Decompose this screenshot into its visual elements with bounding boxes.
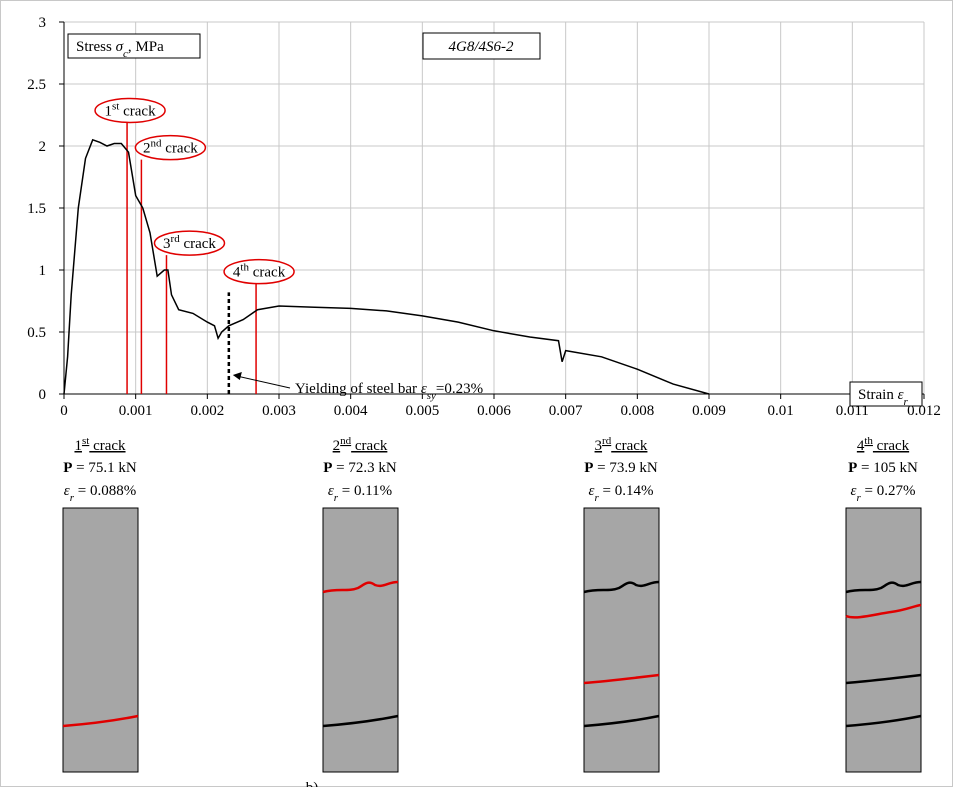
text-part: Strain bbox=[858, 387, 898, 403]
text-part: 3 bbox=[163, 236, 171, 252]
text-part: =0.23% bbox=[436, 381, 483, 397]
specimen-body bbox=[323, 508, 398, 772]
x-tick-label: 0 bbox=[60, 403, 68, 419]
text-part: 1 bbox=[74, 438, 82, 454]
text-part: P bbox=[584, 460, 593, 476]
text-part: = bbox=[861, 483, 877, 499]
text-part: 75.1 kN bbox=[88, 460, 137, 476]
specimen bbox=[846, 508, 921, 772]
text-part: P bbox=[63, 460, 72, 476]
specimen bbox=[323, 508, 398, 772]
specimen-body bbox=[584, 508, 659, 772]
text-part: 2 bbox=[143, 141, 151, 157]
text-part: crack bbox=[89, 438, 126, 454]
x-tick-label: 0.008 bbox=[620, 403, 654, 419]
x-tick-label: 0.003 bbox=[262, 403, 296, 419]
text-part: crack bbox=[119, 103, 156, 119]
text-part: = bbox=[332, 460, 348, 476]
caption: b) bbox=[306, 780, 319, 787]
text-part: crack bbox=[162, 141, 199, 157]
load-label: P = 72.3 kN bbox=[323, 460, 397, 476]
x-tick-label: 0.006 bbox=[477, 403, 511, 419]
x-tick-label: 0.002 bbox=[190, 403, 224, 419]
chart-title: 4G8/4S6-2 bbox=[449, 39, 514, 55]
text-part: 105 kN bbox=[873, 460, 918, 476]
text-part: 73.9 kN bbox=[609, 460, 658, 476]
specimen-body bbox=[63, 508, 138, 772]
text-part: st bbox=[82, 435, 89, 447]
text-part: sy bbox=[427, 390, 436, 402]
text-part: P bbox=[323, 460, 332, 476]
text-part: crack bbox=[873, 438, 910, 454]
text-part: 0.088% bbox=[90, 483, 136, 499]
text-part: P bbox=[848, 460, 857, 476]
y-tick-label: 2.5 bbox=[27, 77, 46, 93]
text-part: crack bbox=[180, 236, 217, 252]
y-tick-label: 3 bbox=[39, 15, 47, 31]
text-part: = bbox=[338, 483, 354, 499]
text-part: nd bbox=[340, 435, 352, 447]
y-tick-label: 2 bbox=[39, 139, 47, 155]
text-part: = bbox=[857, 460, 873, 476]
text-part: 1 bbox=[105, 103, 113, 119]
load-label: P = 75.1 kN bbox=[63, 460, 137, 476]
text-part: nd bbox=[151, 138, 163, 150]
y-tick-label: 0.5 bbox=[27, 325, 46, 341]
text-part: 2 bbox=[333, 438, 341, 454]
text-part: crack bbox=[249, 265, 286, 281]
specimen bbox=[63, 508, 138, 772]
figure: 0 0.001 0.002 0.003 0.004 0.005 0.006 0.007 0.00… bbox=[0, 0, 953, 787]
text-part: crack bbox=[351, 438, 388, 454]
text-part: = bbox=[74, 483, 90, 499]
x-tick-label: 0.01 bbox=[768, 403, 794, 419]
text-part: 0.11% bbox=[354, 483, 392, 499]
text-part: = bbox=[72, 460, 88, 476]
x-tick-label: 0.001 bbox=[119, 403, 153, 419]
text-part: 3 bbox=[595, 438, 603, 454]
load-label: P = 73.9 kN bbox=[584, 460, 658, 476]
text-part: crack bbox=[611, 438, 648, 454]
text-part: Yielding of steel bar bbox=[295, 381, 421, 397]
text-part: 0.14% bbox=[615, 483, 654, 499]
text-part: r bbox=[904, 396, 909, 408]
specimen bbox=[584, 508, 659, 772]
text-part: = bbox=[599, 483, 615, 499]
text-part: , MPa bbox=[128, 39, 164, 55]
y-tick-label: 1.5 bbox=[27, 201, 46, 217]
specimen-body bbox=[846, 508, 921, 772]
text-part: = bbox=[593, 460, 609, 476]
x-tick-label: 0.009 bbox=[692, 403, 726, 419]
text-part: Stress bbox=[76, 39, 116, 55]
text-part: 0.27% bbox=[877, 483, 916, 499]
x-tick-label: 0.007 bbox=[549, 403, 583, 419]
y-tick-label: 1 bbox=[39, 263, 47, 279]
y-tick-label: 0 bbox=[39, 387, 47, 403]
text-part: st bbox=[112, 100, 119, 112]
load-label: P = 105 kN bbox=[848, 460, 918, 476]
x-tick-label: 0.005 bbox=[405, 403, 439, 419]
text-part: 72.3 kN bbox=[348, 460, 397, 476]
x-tick-label: 0.004 bbox=[334, 403, 368, 419]
